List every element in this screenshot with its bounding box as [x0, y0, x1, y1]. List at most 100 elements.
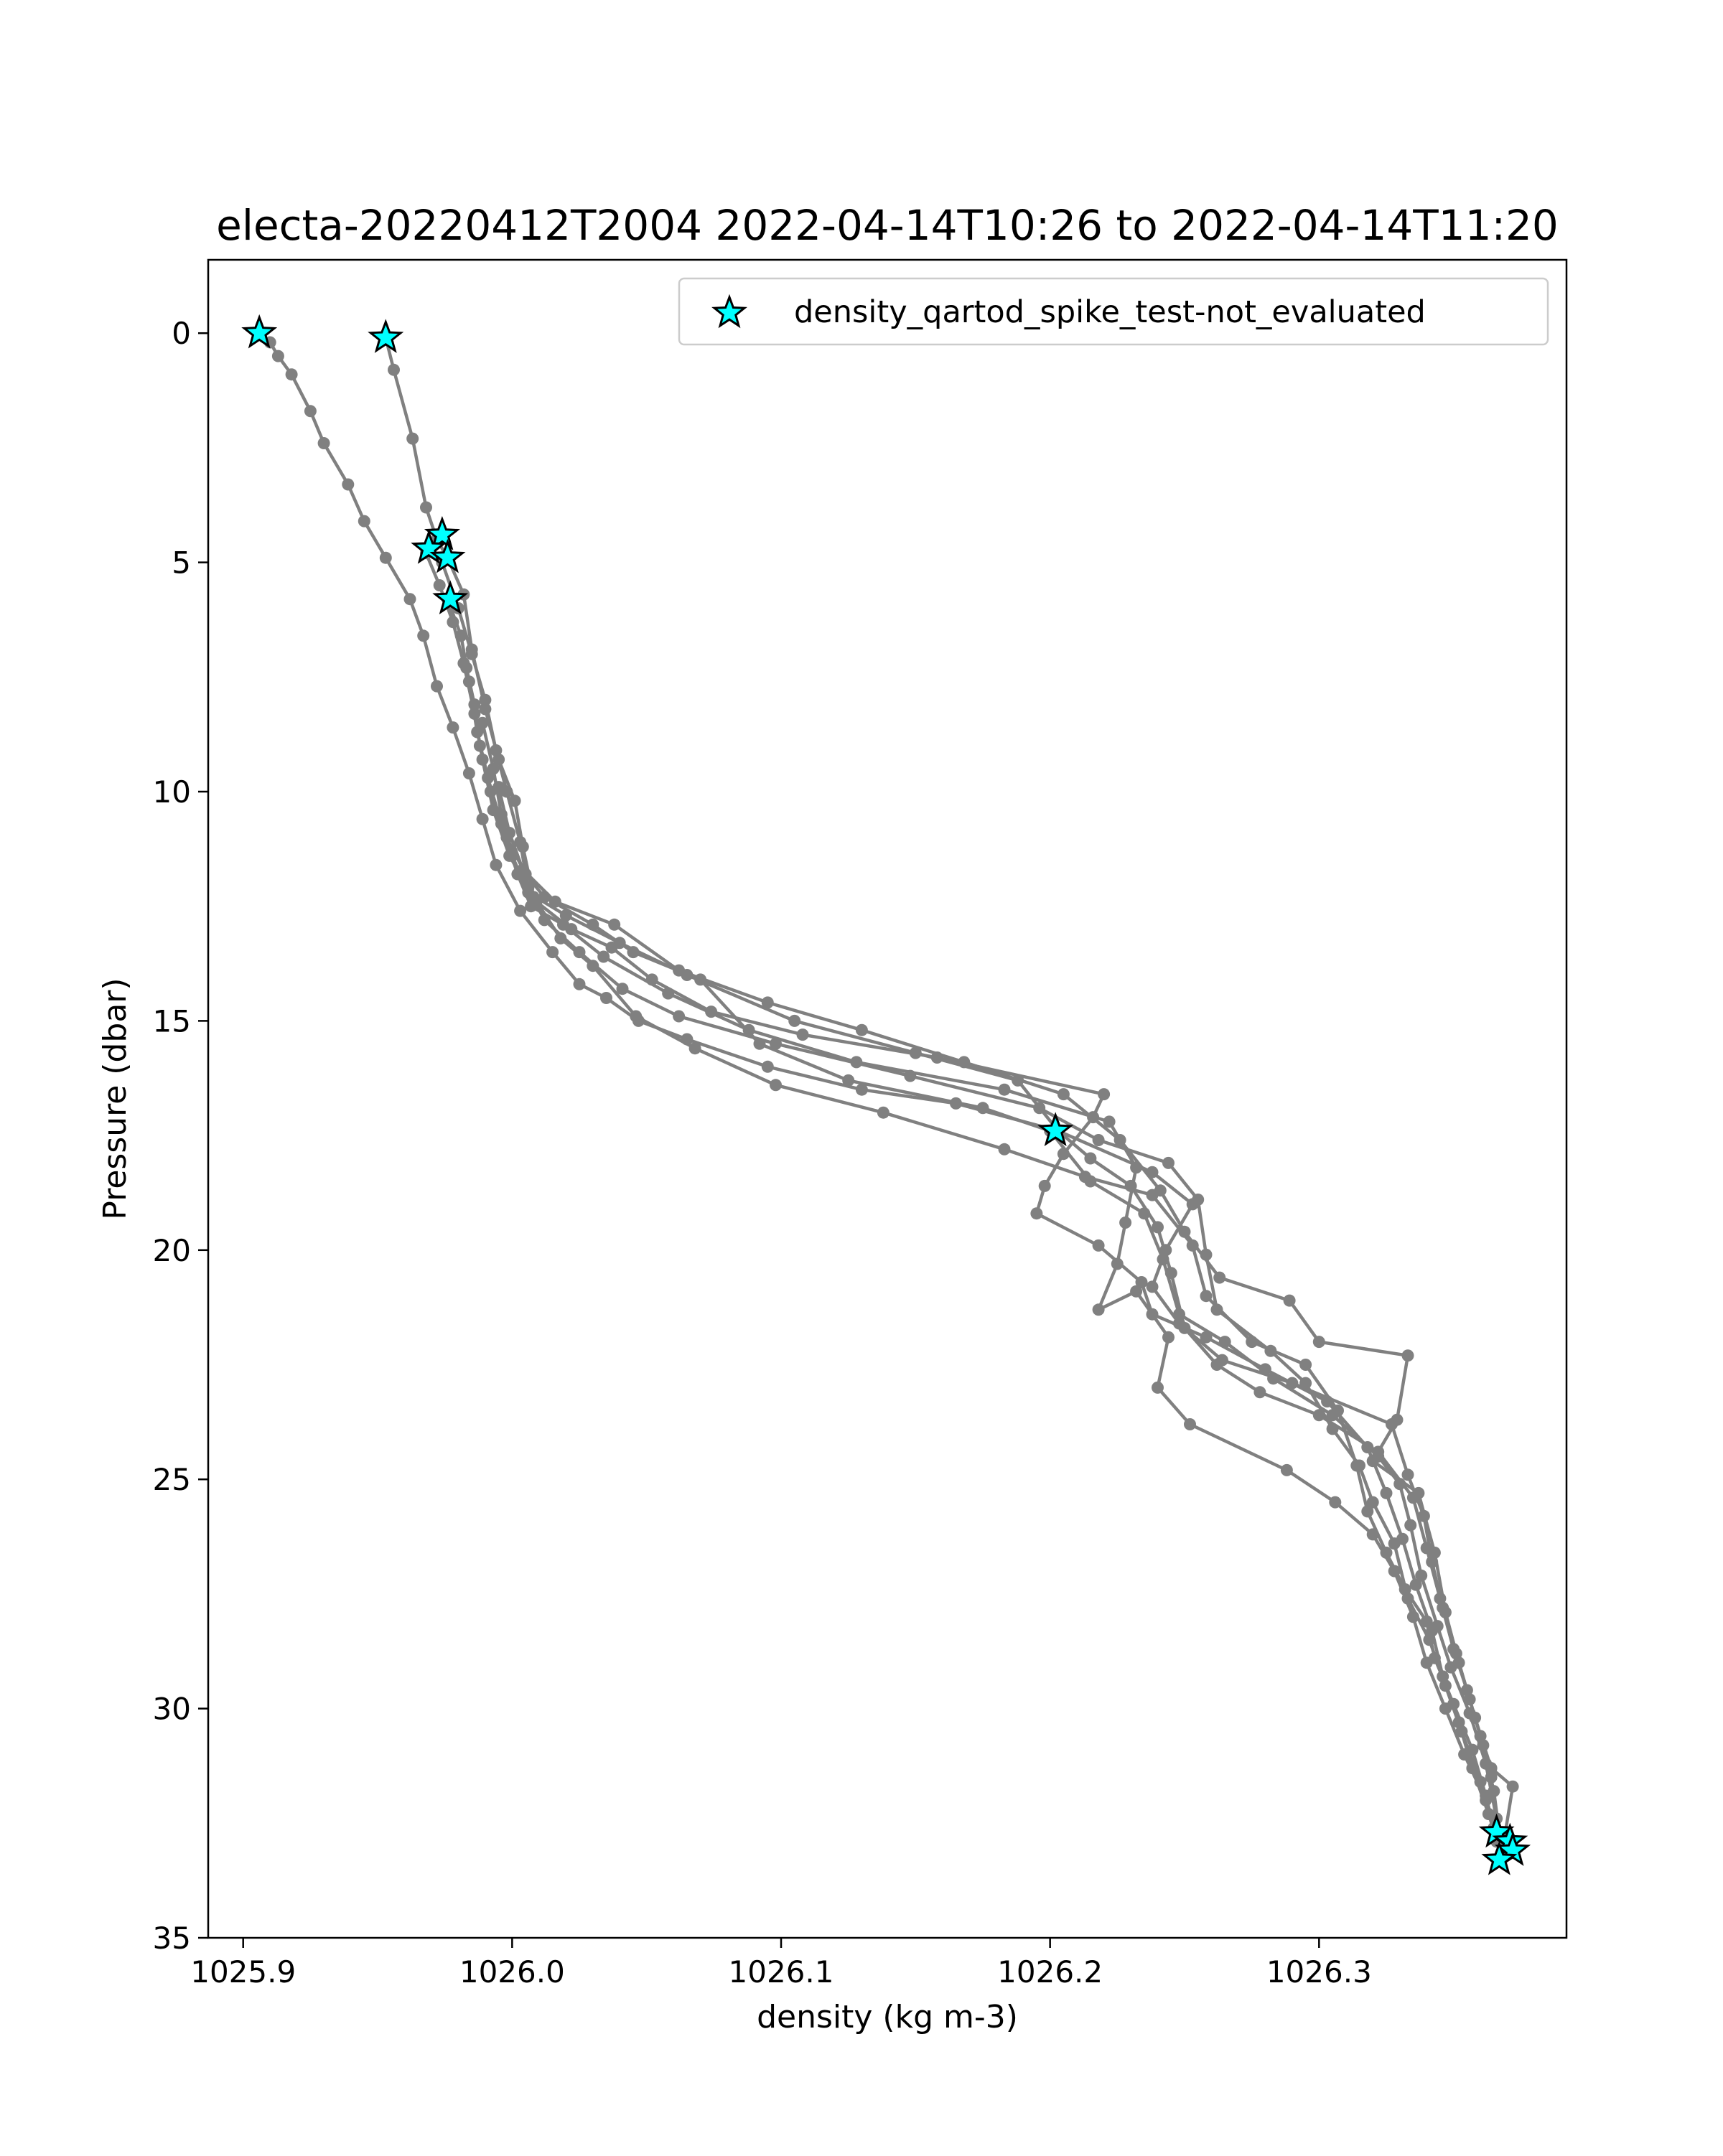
legend: density_qartod_spike_test-not_evaluated — [678, 277, 1549, 346]
data-point — [877, 1106, 889, 1119]
x-tick-label: 1026.0 — [459, 1954, 565, 1989]
data-point — [271, 350, 284, 362]
data-point — [1038, 1179, 1051, 1192]
y-tick-label: 10 — [153, 774, 191, 810]
data-point — [516, 863, 529, 876]
y-tick-label: 5 — [172, 545, 191, 581]
y-tick-label: 35 — [153, 1921, 191, 1956]
data-point — [1119, 1217, 1132, 1229]
data-point — [1280, 1463, 1293, 1476]
data-point — [1186, 1198, 1199, 1211]
data-point — [1084, 1175, 1097, 1188]
data-point — [1458, 1748, 1471, 1761]
data-point — [487, 762, 500, 775]
data-point — [431, 680, 443, 693]
data-point — [573, 978, 586, 990]
data-point — [1286, 1377, 1299, 1389]
data-point — [1380, 1486, 1393, 1499]
data-point — [1162, 1331, 1175, 1344]
data-point — [525, 900, 538, 913]
flagged-star-marker — [368, 319, 404, 353]
data-point — [1312, 1336, 1325, 1349]
y-axis-label: Pressure (dbar) — [97, 978, 134, 1219]
axes-frame — [207, 258, 1568, 1939]
data-point — [462, 767, 475, 779]
data-point — [1366, 1528, 1379, 1541]
flagged-star-marker — [424, 516, 460, 550]
data-point — [1455, 1725, 1468, 1738]
data-point — [855, 1083, 868, 1096]
data-point — [1030, 1207, 1043, 1220]
data-point — [460, 662, 473, 674]
data-point — [420, 501, 432, 514]
data-point — [1326, 1423, 1339, 1435]
data-point — [304, 405, 317, 418]
data-point — [1146, 1280, 1159, 1293]
data-point — [1213, 1271, 1226, 1284]
data-point — [1366, 1496, 1379, 1509]
data-point — [548, 895, 561, 908]
data-point — [1401, 1349, 1414, 1362]
data-point — [616, 983, 629, 995]
data-point — [998, 1143, 1011, 1156]
data-point — [1361, 1505, 1374, 1518]
data-point — [1391, 1413, 1404, 1426]
data-point — [1401, 1468, 1414, 1481]
data-point — [1111, 1257, 1124, 1270]
data-point — [630, 1010, 643, 1023]
data-point — [688, 1042, 701, 1055]
data-point — [554, 932, 567, 945]
data-point — [976, 1102, 989, 1115]
legend-box — [678, 277, 1549, 346]
legend-star-icon — [711, 294, 747, 329]
data-point — [358, 515, 370, 528]
data-point — [1439, 1606, 1452, 1618]
y-tick-label: 25 — [153, 1462, 191, 1497]
data-point — [1423, 1634, 1436, 1646]
data-point — [476, 812, 489, 825]
data-point — [1409, 1578, 1422, 1591]
flagged-star-marker — [241, 314, 278, 349]
flagged-star-marker — [429, 538, 466, 573]
data-point — [557, 918, 569, 931]
data-point — [770, 1037, 782, 1050]
data-point — [1506, 1780, 1519, 1793]
data-point — [855, 1023, 868, 1036]
data-point — [492, 781, 505, 794]
data-point — [1084, 1152, 1097, 1165]
data-point — [673, 964, 686, 977]
data-point — [608, 918, 621, 931]
x-tick-label: 1025.9 — [190, 1954, 296, 1989]
data-point — [850, 1056, 863, 1069]
y-tick-label: 20 — [153, 1233, 191, 1268]
data-point — [388, 363, 400, 376]
data-point — [998, 1083, 1011, 1096]
data-point — [1469, 1711, 1482, 1724]
x-axis: 1025.9 1026.0 1026.1 1026.2 1026.3 — [190, 1938, 1372, 1989]
data-point — [433, 579, 446, 591]
data-point — [476, 716, 489, 729]
x-axis-label: density (kg m-3) — [757, 1999, 1018, 2035]
data-point — [468, 698, 481, 711]
data-point — [1485, 1762, 1498, 1775]
data-point — [1480, 1794, 1493, 1806]
data-point — [514, 835, 527, 848]
flagged-star-marker — [1037, 1112, 1074, 1146]
data-point — [1406, 1611, 1419, 1623]
data-point — [1488, 1785, 1500, 1798]
data-point — [1215, 1354, 1228, 1367]
y-tick-label: 0 — [172, 316, 191, 351]
data-point — [842, 1074, 855, 1087]
data-point — [909, 1046, 922, 1059]
data-point — [1283, 1294, 1296, 1307]
series-profile-8 — [492, 781, 1519, 1843]
data-point — [1162, 1156, 1175, 1169]
data-point — [490, 744, 503, 756]
data-point — [479, 693, 492, 706]
data-point — [1152, 1381, 1164, 1394]
data-point — [503, 827, 516, 839]
x-tick-label: 1026.2 — [997, 1954, 1103, 1989]
data-point — [1057, 1088, 1070, 1101]
